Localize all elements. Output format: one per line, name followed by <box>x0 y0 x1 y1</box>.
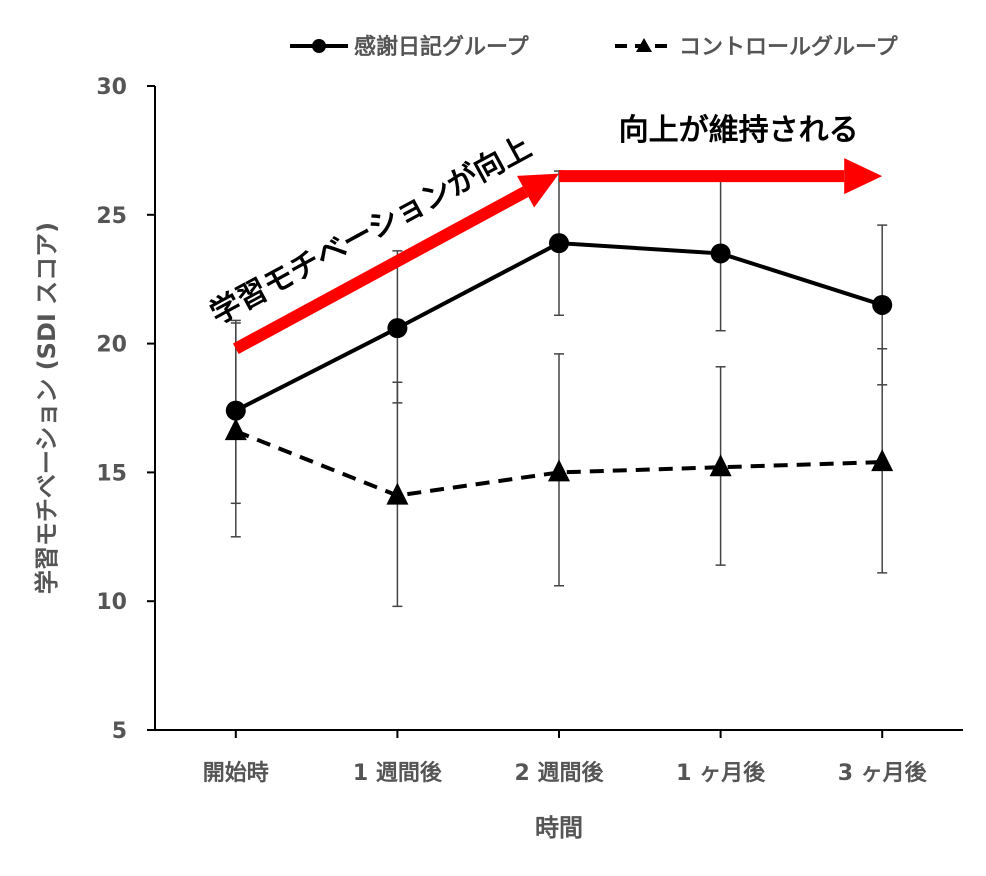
annotation-arrowhead <box>844 158 883 195</box>
data-point <box>224 418 247 441</box>
annotation-arrowhead <box>517 173 559 208</box>
data-point <box>225 400 246 421</box>
x-tick-label: 1 週間後 <box>353 760 443 786</box>
annotations: 学習モチベーションが向上 向上が維持される <box>205 113 883 355</box>
annotation-label: 向上が維持される <box>619 113 859 148</box>
legend-label: コントロールグループ <box>679 34 899 60</box>
y-tick-label: 5 <box>112 719 127 744</box>
data-point <box>709 454 732 477</box>
annotation-arrow-shaft <box>232 186 529 355</box>
data-point <box>710 243 731 264</box>
x-tick-label: 3 ヶ月後 <box>838 760 928 786</box>
legend-marker <box>636 38 652 52</box>
data-point <box>387 318 408 339</box>
data-point <box>548 459 570 482</box>
series-line <box>235 429 883 498</box>
legend-label: 感謝日記グループ <box>354 34 530 60</box>
y-tick-label: 10 <box>96 590 127 615</box>
annotation-label: 学習モチベーションが向上 <box>205 130 538 332</box>
data-point <box>386 482 409 505</box>
y-tick-label: 20 <box>96 333 127 358</box>
x-tick-label: 2 週間後 <box>515 760 605 786</box>
series <box>224 233 894 505</box>
x-tick-label: 1 ヶ月後 <box>676 760 766 786</box>
legend-marker <box>312 39 326 53</box>
y-tick-label: 25 <box>96 204 127 229</box>
y-axis-title: 学習モチベーション (SDI スコア) <box>33 222 61 594</box>
y-tick-label: 15 <box>96 461 127 486</box>
x-tick-label: 開始時 <box>203 760 269 786</box>
data-point <box>872 294 893 315</box>
data-point <box>549 233 569 254</box>
data-point <box>871 449 894 472</box>
x-axis-title: 時間 <box>535 814 583 842</box>
legend: 感謝日記グループ コントロールグループ <box>290 34 899 60</box>
y-tick-label: 30 <box>96 75 127 100</box>
